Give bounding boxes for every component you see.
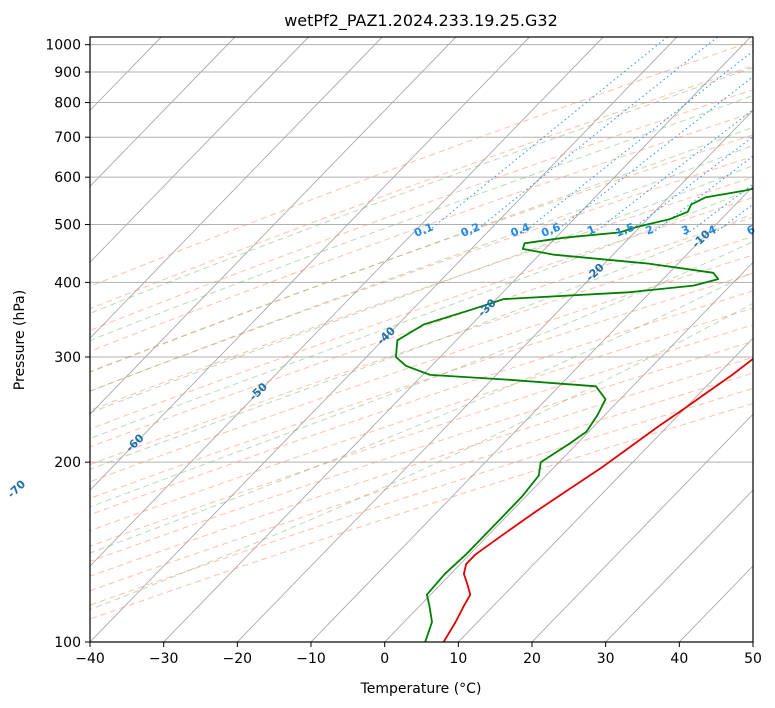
x-tick-label: −30 bbox=[149, 651, 179, 667]
x-tick-label: −20 bbox=[223, 651, 253, 667]
background-lines bbox=[90, 37, 753, 642]
y-tick-label: 1000 bbox=[45, 38, 81, 54]
mixing-ratio-label: 6 bbox=[745, 223, 757, 238]
y-tick-label: 100 bbox=[54, 635, 81, 651]
mixing-ratio-label: 1 bbox=[585, 223, 597, 238]
isotherm-line bbox=[90, 37, 383, 339]
temperature-trace bbox=[442, 357, 753, 642]
mixing-ratio-label: 0.4 bbox=[509, 220, 532, 239]
moist-adiabat bbox=[90, 66, 753, 314]
x-axis: −40 −30 −20 −10 0 10 20 30 40 50 bbox=[75, 642, 762, 667]
dry-adiabat bbox=[90, 112, 753, 352]
mixing-ratio-label: 0.2 bbox=[459, 220, 482, 239]
x-tick-label: 30 bbox=[597, 651, 615, 667]
dry-adiabat bbox=[90, 235, 753, 466]
x-tick-label: −40 bbox=[75, 651, 105, 667]
dry-adiabat bbox=[90, 340, 753, 562]
y-tick-label: 700 bbox=[54, 130, 81, 146]
mixing-ratio-label: 8 bbox=[773, 223, 775, 238]
dry-adiabat bbox=[90, 254, 753, 483]
isotherm-line bbox=[457, 337, 753, 642]
mixing-ratio-line bbox=[750, 232, 753, 236]
isotherm-line bbox=[384, 261, 753, 642]
dry-adiabat bbox=[90, 324, 753, 547]
dry-adiabat bbox=[90, 155, 753, 392]
isotherm-line bbox=[90, 37, 236, 188]
y-tick-label: 900 bbox=[54, 65, 81, 81]
mixing-ratio-line bbox=[519, 50, 753, 236]
x-tick-label: 0 bbox=[380, 651, 389, 667]
moist-adiabat bbox=[90, 213, 753, 470]
moist-adiabat bbox=[90, 271, 753, 554]
y-tick-label: 600 bbox=[54, 170, 81, 186]
isotherm-line bbox=[90, 37, 530, 491]
dry-adiabat bbox=[90, 89, 753, 331]
mixing-ratio-label: 3 bbox=[680, 223, 692, 238]
mixing-ratio-line bbox=[624, 136, 753, 236]
mixing-ratio-line bbox=[550, 76, 753, 236]
moist-adiabat bbox=[90, 187, 753, 440]
y-tick-label: 200 bbox=[54, 455, 81, 471]
moist-adiabat bbox=[90, 241, 753, 508]
y-tick-label: 800 bbox=[54, 96, 81, 112]
dewpoint-trace bbox=[395, 187, 753, 642]
dry-adiabat bbox=[90, 134, 753, 373]
mixing-ratio-line bbox=[590, 109, 753, 236]
mixing-ratio-label: 2 bbox=[644, 223, 656, 238]
dry-adiabat bbox=[90, 372, 753, 592]
mixing-ratio-line bbox=[423, 37, 668, 236]
x-tick-label: 20 bbox=[523, 651, 541, 667]
isotherm-line bbox=[752, 641, 753, 642]
isotherm-line bbox=[236, 109, 753, 642]
y-axis: 100 200 300 400 500 600 700 800 900 1000 bbox=[45, 38, 90, 651]
y-tick-label: 400 bbox=[54, 275, 81, 291]
mixing-ratio-line bbox=[649, 155, 753, 236]
chart-title: wetPf2_PAZ1.2024.233.19.25.G32 bbox=[284, 11, 558, 31]
isotherm-line bbox=[90, 37, 457, 415]
isotherm-line bbox=[90, 37, 604, 567]
y-tick-label: 300 bbox=[54, 350, 81, 366]
moist-adiabat bbox=[90, 144, 753, 392]
x-tick-label: −10 bbox=[296, 651, 326, 667]
x-axis-label: Temperature (°C) bbox=[360, 681, 482, 697]
dry-adiabat bbox=[90, 290, 753, 516]
y-axis-label: Pressure (hPa) bbox=[12, 290, 28, 390]
isotherm-line bbox=[531, 413, 753, 642]
isotherm-line bbox=[163, 37, 751, 642]
dry-adiabat bbox=[90, 40, 753, 287]
x-tick-label: 40 bbox=[670, 651, 688, 667]
y-tick-label: 500 bbox=[54, 217, 81, 233]
x-tick-label: 10 bbox=[449, 651, 467, 667]
x-tick-label: 50 bbox=[744, 651, 762, 667]
isotherm-line bbox=[605, 489, 753, 642]
series-lines bbox=[395, 187, 753, 642]
moist-adiabat bbox=[90, 165, 753, 414]
plot-frame bbox=[89, 36, 754, 643]
isotherm-line bbox=[310, 185, 753, 642]
dry-adiabat bbox=[90, 196, 753, 430]
moist-adiabat bbox=[90, 94, 753, 342]
isotherm-line bbox=[90, 37, 309, 263]
line-labels: -100-90-80-70-60-50-40-30-20-10010203040… bbox=[5, 220, 775, 500]
isotherm-label: -70 bbox=[5, 477, 29, 500]
dry-adiabat bbox=[90, 387, 753, 606]
